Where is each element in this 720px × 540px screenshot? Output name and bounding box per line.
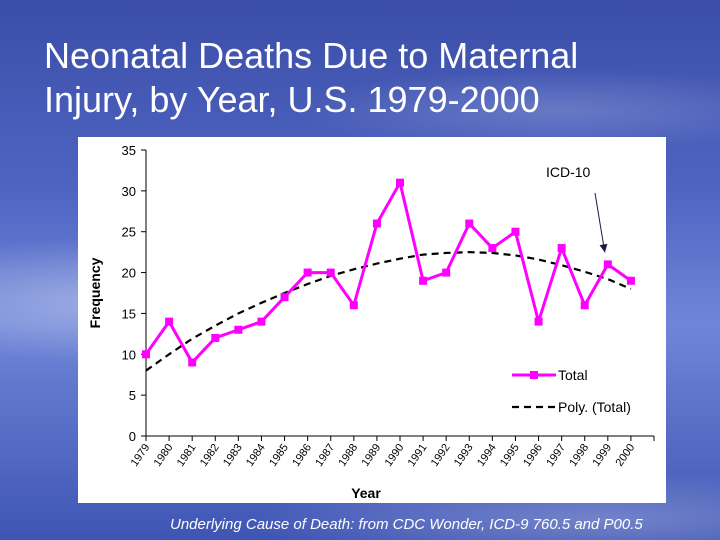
legend-label-total: Total <box>558 367 588 383</box>
data-point-total <box>511 227 520 236</box>
x-tick-label: 2000 <box>613 442 637 469</box>
annotation-arrow <box>594 192 606 253</box>
x-tick-label: 1995 <box>498 442 522 469</box>
series-line-total <box>144 181 632 364</box>
y-tick-label: 25 <box>122 225 136 240</box>
slide-title: Neonatal Deaths Due to Maternal Injury, … <box>44 34 684 122</box>
data-point-total <box>211 333 220 342</box>
data-point-total <box>165 317 174 326</box>
data-point-total <box>234 325 243 334</box>
x-tick-label: 1987 <box>313 442 337 469</box>
x-tick-label: 1983 <box>221 442 245 469</box>
data-point-total <box>396 178 404 187</box>
legend-label-trend: Poly. (Total) <box>558 399 631 415</box>
y-axis-ticks: 0 5 10 15 20 25 30 35 <box>122 143 146 444</box>
data-point-total <box>257 317 266 326</box>
data-point-total <box>534 317 543 326</box>
data-point-total <box>142 350 150 359</box>
x-tick-label: 1986 <box>290 442 314 469</box>
data-point-total <box>326 268 335 277</box>
annotation-arrowhead <box>599 243 608 253</box>
y-tick-label: 15 <box>122 306 136 321</box>
x-tick-label: 1993 <box>452 442 476 469</box>
x-axis-ticks: 1979 1980 1981 1982 1983 1984 1985 1986 1987 1988… <box>129 436 655 469</box>
source-note: Underlying Cause of Death: from CDC Wond… <box>170 516 643 533</box>
y-tick-label: 10 <box>122 347 136 362</box>
data-point-total <box>372 219 381 228</box>
x-tick-label: 1994 <box>475 442 499 469</box>
y-tick-label: 30 <box>122 184 136 199</box>
x-tick-label: 1999 <box>590 442 614 469</box>
data-point-total <box>488 244 497 253</box>
x-tick-label: 1981 <box>175 442 199 469</box>
data-point-total <box>580 301 589 310</box>
data-point-total <box>303 268 312 277</box>
data-point-total <box>557 244 566 253</box>
annotation-layer: ICD-10 <box>546 164 608 253</box>
data-point-total <box>626 276 635 285</box>
data-point-total <box>465 219 474 228</box>
data-point-total <box>349 301 358 310</box>
y-tick-label: 20 <box>122 266 136 281</box>
data-point-total <box>280 293 289 302</box>
x-tick-label: 1992 <box>429 442 453 469</box>
chart-legend: Total Poly. (Total) <box>503 359 653 423</box>
data-point-total <box>603 260 612 269</box>
title-line-1: Neonatal Deaths Due to Maternal <box>44 35 579 76</box>
y-tick-label: 35 <box>122 143 136 158</box>
x-tick-label: 1980 <box>152 442 176 469</box>
trend-line-poly-total <box>145 251 632 372</box>
x-tick-label: 1997 <box>544 442 568 469</box>
x-tick-label: 1990 <box>383 442 407 469</box>
y-tick-label: 5 <box>129 388 136 403</box>
chart-panel: 0 5 10 15 20 25 30 35 1979 1980 1981 1982 1983 1984 1… <box>78 137 666 503</box>
icd10-annotation: ICD-10 <box>546 164 591 180</box>
x-tick-label: 1988 <box>336 442 360 469</box>
x-tick-label: 1991 <box>406 442 430 469</box>
legend-swatch-total-marker <box>530 371 538 379</box>
x-tick-label: 1998 <box>567 442 591 469</box>
title-line-2: Injury, by Year, U.S. 1979-2000 <box>44 79 540 120</box>
y-axis-title: Frequency <box>87 257 103 328</box>
x-axis-title: Year <box>351 485 381 501</box>
x-tick-label: 1996 <box>521 442 545 469</box>
data-point-total <box>419 276 428 285</box>
y-tick-label: 0 <box>129 429 136 444</box>
x-tick-label: 1982 <box>198 442 222 469</box>
data-point-total <box>442 268 451 277</box>
x-tick-label: 1985 <box>267 442 291 469</box>
series-layer <box>142 178 635 372</box>
x-tick-label: 1989 <box>359 442 383 469</box>
legend-box <box>503 359 653 423</box>
data-point-total <box>188 358 197 367</box>
x-tick-label: 1984 <box>244 442 268 469</box>
x-tick-label: 1979 <box>129 442 153 469</box>
